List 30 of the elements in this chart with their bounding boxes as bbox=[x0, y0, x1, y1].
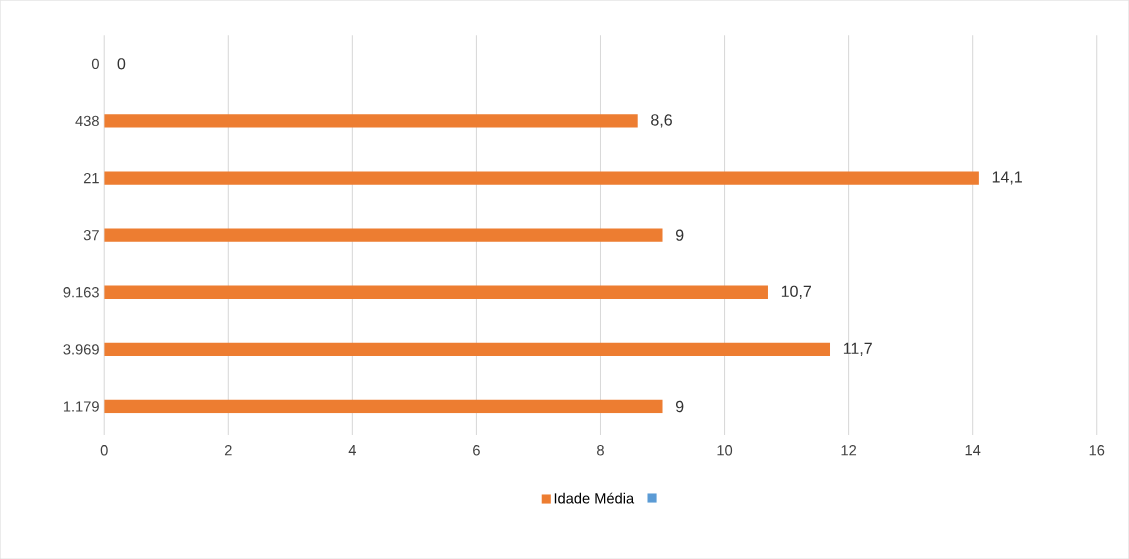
y-tick-label: 9.163 bbox=[63, 286, 99, 298]
x-tick-label: 0 bbox=[100, 444, 108, 456]
x-tick-label: 4 bbox=[348, 444, 356, 456]
y-tick-label: 0 bbox=[91, 58, 99, 69]
data-label: 8,6 bbox=[651, 114, 672, 128]
x-tick-label: 8 bbox=[597, 444, 604, 456]
bar bbox=[104, 228, 663, 242]
bar bbox=[104, 171, 979, 185]
data-label: 11,7 bbox=[843, 342, 872, 356]
y-tick-label: 3.969 bbox=[63, 344, 99, 355]
bar bbox=[104, 114, 638, 128]
x-tick-label: 2 bbox=[224, 444, 232, 456]
x-tick-label: 14 bbox=[965, 444, 981, 456]
x-tick-label: 16 bbox=[1089, 444, 1105, 456]
data-label: 9 bbox=[675, 400, 684, 413]
bar bbox=[104, 285, 768, 299]
x-tick-label: 10 bbox=[717, 444, 733, 456]
legend-label: Idade Média bbox=[554, 492, 635, 504]
bar bbox=[104, 399, 663, 414]
y-tick-label: 438 bbox=[75, 115, 99, 126]
bar bbox=[104, 342, 831, 356]
y-tick-label: 21 bbox=[83, 172, 99, 184]
y-tick-label: 37 bbox=[83, 229, 99, 241]
x-tick-label: 6 bbox=[473, 444, 480, 456]
y-tick-label: 1.179 bbox=[63, 401, 99, 412]
data-label: 10,7 bbox=[781, 285, 811, 299]
x-tick-label: 12 bbox=[841, 444, 857, 456]
data-label: 0 bbox=[117, 58, 126, 70]
data-label: 14,1 bbox=[992, 171, 1022, 185]
data-label: 9 bbox=[675, 229, 684, 241]
